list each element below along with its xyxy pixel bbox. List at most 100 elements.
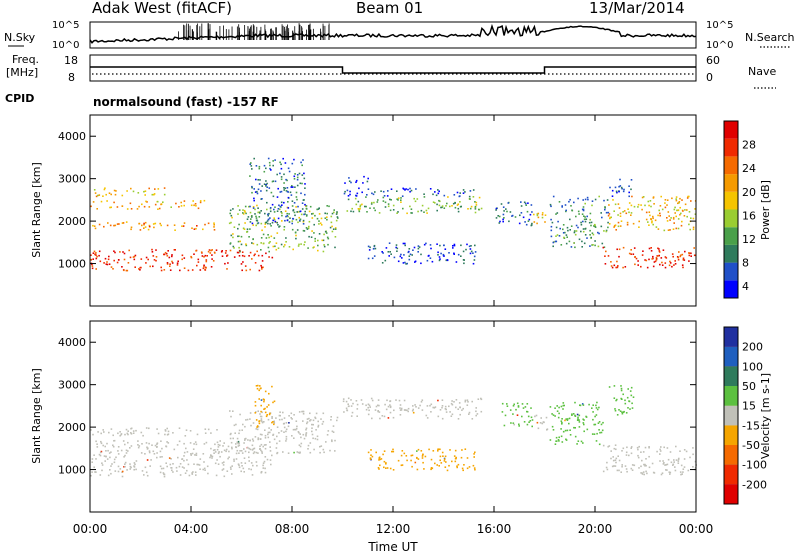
range-gate-cell bbox=[133, 468, 135, 471]
range-gate-cell bbox=[664, 206, 667, 209]
range-gate-cell bbox=[186, 451, 189, 453]
range-gate-cell bbox=[641, 254, 644, 256]
range-gate-cell bbox=[621, 450, 623, 452]
range-gate-cell bbox=[237, 213, 239, 215]
range-gate-cell bbox=[193, 253, 195, 255]
range-gate-cell bbox=[417, 251, 419, 253]
range-gate-cell bbox=[309, 451, 312, 454]
range-gate-cell bbox=[659, 212, 661, 215]
range-gate-cell bbox=[665, 257, 668, 259]
range-gate-cell bbox=[264, 471, 267, 474]
range-gate-cell bbox=[293, 414, 295, 416]
range-gate-cell bbox=[665, 464, 667, 466]
range-gate-cell bbox=[604, 208, 606, 211]
range-gate-cell bbox=[476, 413, 479, 415]
range-gate-cell bbox=[566, 419, 569, 421]
range-gate-cell bbox=[498, 222, 501, 224]
range-gate-cell bbox=[232, 208, 234, 210]
range-gate-cell bbox=[464, 191, 466, 193]
range-gate-cell bbox=[313, 223, 315, 226]
range-gate-cell bbox=[628, 195, 630, 198]
range-gate-cell bbox=[129, 465, 132, 468]
range-gate-cell bbox=[99, 474, 102, 476]
range-gate-cell bbox=[272, 401, 274, 404]
range-gate-cell bbox=[435, 194, 438, 197]
range-gate-cell bbox=[260, 237, 263, 239]
range-gate-cell bbox=[202, 267, 205, 270]
range-gate-cell bbox=[677, 218, 680, 220]
range-gate-cell bbox=[102, 444, 104, 447]
range-gate-cell bbox=[584, 228, 587, 230]
range-gate-cell bbox=[160, 440, 162, 442]
range-gate-cell bbox=[169, 463, 172, 466]
range-gate-cell bbox=[178, 465, 181, 468]
range-gate-cell bbox=[593, 423, 595, 426]
range-gate-cell bbox=[680, 473, 682, 476]
range-gate-cell bbox=[545, 416, 548, 419]
range-gate-cell bbox=[299, 452, 301, 454]
range-gate-cell bbox=[193, 463, 195, 465]
range-gate-cell bbox=[572, 413, 575, 415]
colorbar-swatch bbox=[724, 280, 738, 298]
range-gate-cell bbox=[634, 263, 636, 266]
range-gate-cell bbox=[302, 420, 304, 422]
range-gate-cell bbox=[261, 420, 263, 423]
range-gate-cell bbox=[377, 410, 379, 413]
range-gate-cell bbox=[265, 189, 268, 192]
range-gate-cell bbox=[235, 458, 238, 460]
range-gate-cell bbox=[378, 457, 380, 459]
range-gate-cell bbox=[417, 407, 420, 409]
range-gate-cell bbox=[420, 209, 423, 212]
range-gate-cell bbox=[349, 193, 351, 196]
range-gate-cell bbox=[175, 202, 177, 205]
range-gate-cell bbox=[291, 162, 294, 165]
range-gate-cell bbox=[163, 193, 166, 196]
range-gate-cell bbox=[273, 423, 275, 426]
range-gate-cell bbox=[287, 207, 290, 209]
range-gate-cell bbox=[147, 228, 150, 231]
nsky-label: N.Sky bbox=[4, 31, 36, 44]
range-gate-cell bbox=[126, 190, 128, 192]
range-gate-cell bbox=[109, 206, 111, 209]
range-gate-cell bbox=[503, 210, 505, 212]
range-gate-cell bbox=[592, 418, 594, 421]
range-gate-cell bbox=[257, 438, 259, 441]
range-gate-cell bbox=[562, 404, 565, 407]
range-gate-cell bbox=[268, 413, 271, 416]
range-gate-cell bbox=[273, 400, 276, 403]
range-gate-cell bbox=[279, 161, 281, 164]
range-gate-cell bbox=[561, 441, 564, 443]
range-gate-cell bbox=[254, 412, 257, 414]
range-gate-cell bbox=[132, 256, 135, 258]
range-gate-cell bbox=[330, 416, 332, 418]
range-gate-cell bbox=[383, 450, 386, 452]
range-gate-cell bbox=[152, 223, 155, 225]
range-gate-cell bbox=[264, 212, 266, 215]
range-gate-cell bbox=[525, 223, 528, 226]
range-gate-cell bbox=[113, 189, 116, 192]
range-gate-cell bbox=[617, 214, 619, 216]
range-gate-cell bbox=[480, 207, 483, 210]
range-gate-cell bbox=[674, 260, 676, 262]
range-gate-cell bbox=[266, 458, 269, 461]
range-gate-cell bbox=[389, 406, 392, 409]
range-gate-cell bbox=[114, 193, 117, 196]
range-gate-cell bbox=[683, 215, 686, 217]
range-gate-cell bbox=[256, 425, 259, 427]
range-gate-cell bbox=[126, 208, 129, 210]
range-gate-cell bbox=[218, 451, 220, 453]
range-gate-cell bbox=[109, 469, 111, 471]
range-gate-cell bbox=[665, 469, 667, 471]
range-gate-cell bbox=[386, 399, 388, 402]
range-gate-cell bbox=[160, 224, 162, 227]
range-gate-cell bbox=[194, 203, 197, 205]
range-gate-cell bbox=[292, 248, 294, 251]
range-gate-cell bbox=[271, 416, 273, 418]
range-gate-cell bbox=[146, 448, 149, 450]
colorbar-tick-label: 20 bbox=[742, 186, 756, 199]
range-gate-cell bbox=[426, 417, 429, 419]
range-gate-cell bbox=[219, 444, 221, 447]
range-gate-cell bbox=[314, 237, 316, 240]
range-gate-cell bbox=[575, 230, 578, 232]
range-gate-cell bbox=[321, 423, 324, 425]
